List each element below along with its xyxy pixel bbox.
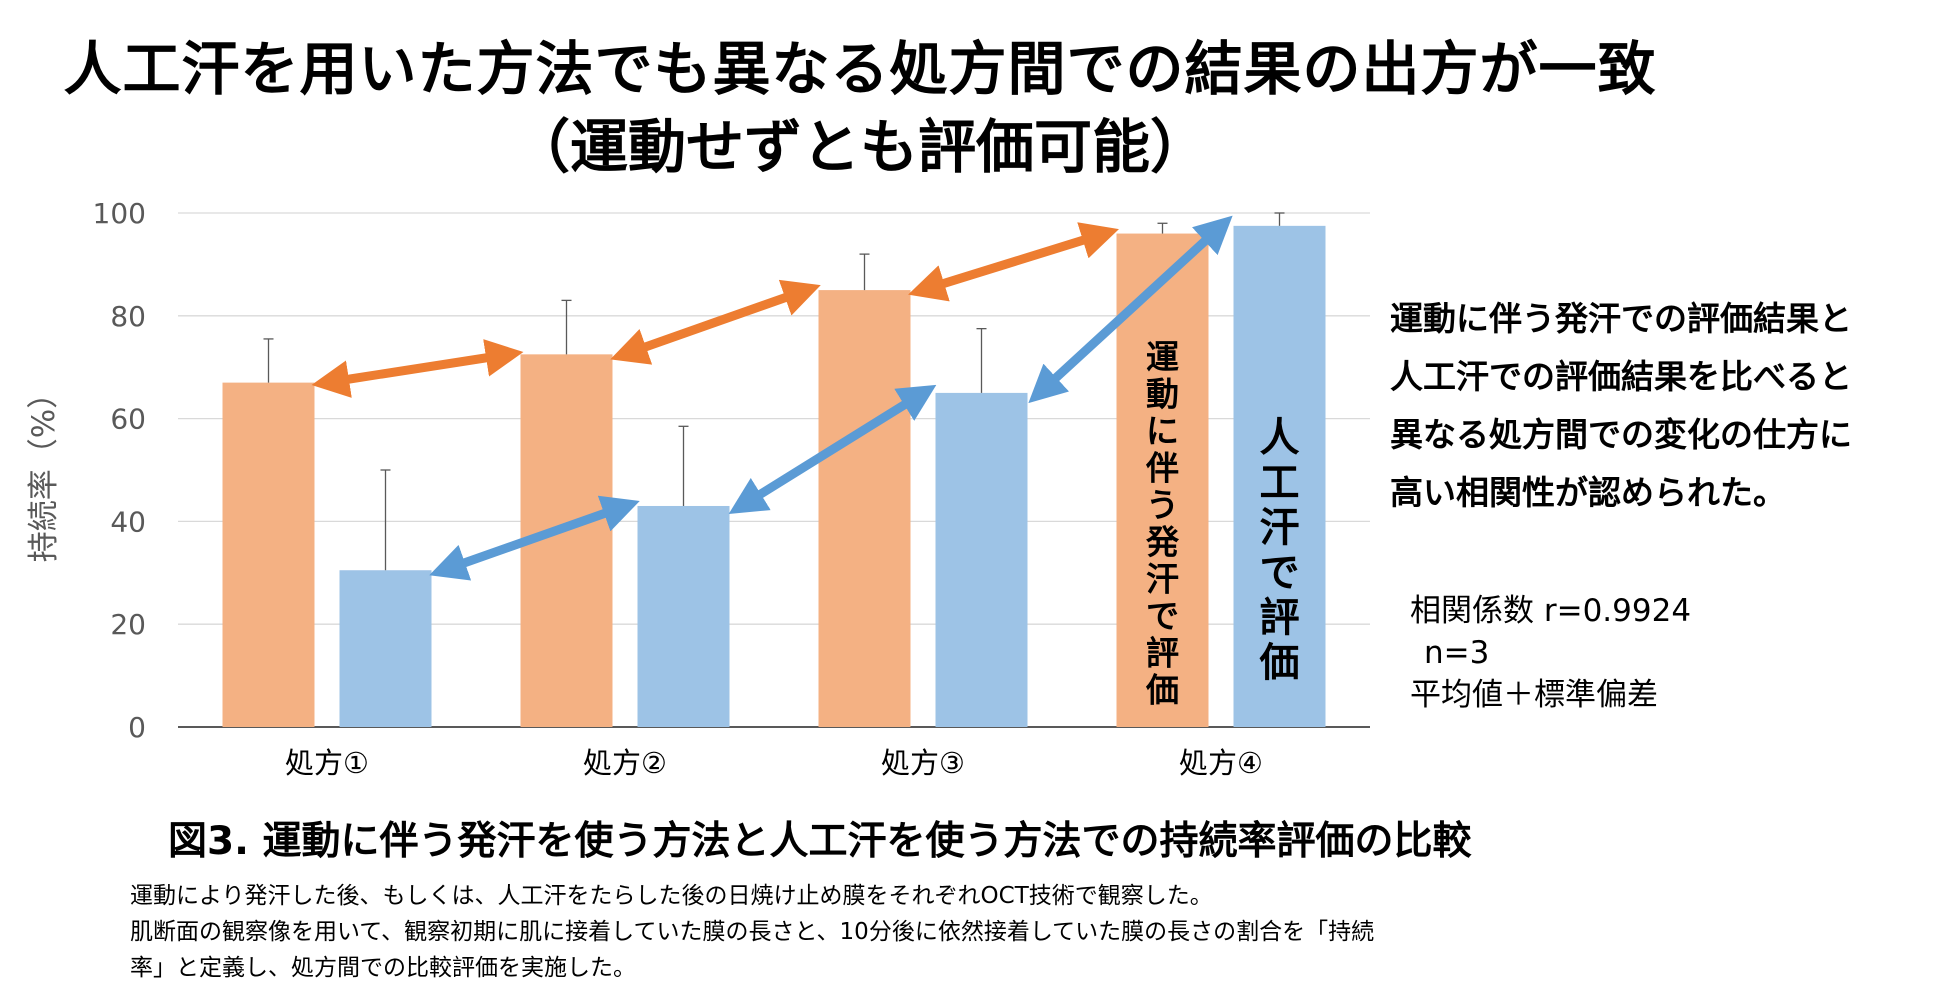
- y-axis-label: 持続率（%）: [26, 378, 62, 562]
- description-line: 率」と定義し、処方間での比較評価を実施した。: [130, 955, 636, 981]
- y-tick-label: 100: [93, 197, 146, 230]
- note-line: 人工汗での評価結果を比べると: [1390, 357, 1852, 396]
- bar: [935, 392, 1028, 727]
- labels: 0 20 40 60 80 100 持続率（%） 処方① 処方② 処方③ 処方④ 運動に伴う発汗で評価…: [26, 197, 1300, 780]
- bar: [339, 570, 432, 727]
- bar: [1233, 225, 1326, 727]
- description-line: 肌断面の観察像を用いて、観察初期に肌に接着していた膜の長さと、10分後に依然接着…: [130, 919, 1375, 945]
- correlation-coefficient: 相関係数 r=0.9924: [1410, 593, 1692, 629]
- note-line: 異なる処方間での変化の仕方に: [1390, 415, 1852, 454]
- y-tick-label: 80: [110, 300, 146, 333]
- artificial-comparison-arrow: [1028, 215, 1233, 404]
- statistic-method: 平均値＋標準偏差: [1410, 677, 1658, 713]
- bar: [818, 290, 911, 727]
- note-line: 運動に伴う発汗での評価結果と: [1390, 299, 1852, 338]
- result-note: 運動に伴う発汗での評価結果と 人工汗での評価結果を比べると 異なる処方間での変化…: [1390, 290, 1852, 522]
- title-line-2: （運動せずとも評価可能）: [511, 113, 1208, 181]
- bar: [222, 382, 315, 727]
- sweat-comparison-arrow: [610, 279, 821, 365]
- x-tick-label: 処方③: [881, 746, 965, 780]
- artificial-comparison-arrow: [728, 384, 937, 514]
- y-tick-label: 0: [128, 711, 146, 744]
- y-tick-label: 40: [110, 505, 146, 538]
- x-tick-label: 処方①: [285, 746, 369, 780]
- x-tick-label: 処方④: [1179, 746, 1263, 780]
- sweat-comparison-arrow: [311, 339, 524, 398]
- sweat-comparison-arrow: [908, 222, 1119, 302]
- figure-description: 運動により発汗した後、もしくは、人工汗をたらした後の日焼け止め膜をそれぞれOCT…: [130, 878, 1780, 986]
- bar-chart: 0 20 40 60 80 100 持続率（%） 処方① 処方② 処方③ 処方④ 運動に伴う発汗で評価…: [26, 197, 1370, 780]
- statistics-note: 相関係数 r=0.9924 n=3 平均値＋標準偏差: [1410, 590, 1691, 716]
- title-line-1: 人工汗を用いた方法でも異なる処方間での結果の出方が一致: [63, 35, 1657, 103]
- y-tick-label: 20: [110, 608, 146, 641]
- series-label: 運動に伴う発汗で評価: [1145, 338, 1180, 710]
- comparison-arrows: [311, 215, 1233, 581]
- note-line: 高い相関性が認められた。: [1390, 473, 1786, 512]
- x-tick-label: 処方②: [583, 746, 667, 780]
- artificial-comparison-arrow: [429, 495, 640, 581]
- sample-size: n=3: [1424, 635, 1490, 671]
- figure-caption: 図3. 運動に伴う発汗を使う方法と人工汗を使う方法での持続率評価の比較: [168, 819, 1472, 864]
- series-label: 人工汗で評価: [1259, 415, 1300, 686]
- description-line: 運動により発汗した後、もしくは、人工汗をたらした後の日焼け止め膜をそれぞれOCT…: [130, 883, 1213, 909]
- bar: [637, 505, 730, 727]
- y-tick-label: 60: [110, 403, 146, 436]
